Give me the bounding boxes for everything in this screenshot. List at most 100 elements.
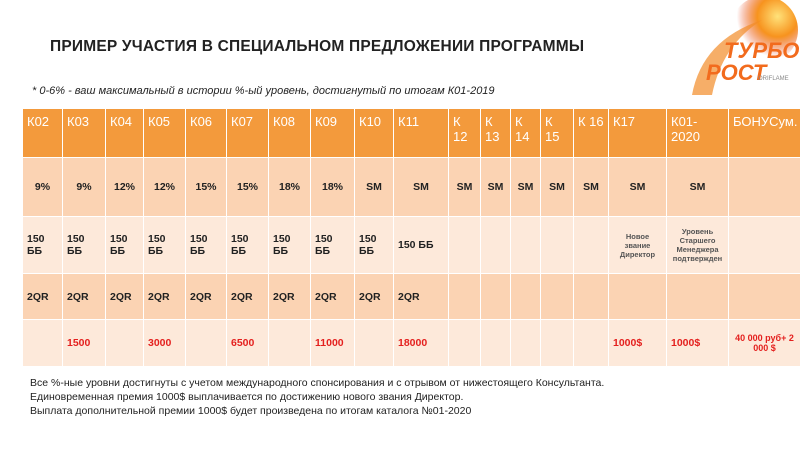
header-cell: К 14 bbox=[510, 108, 541, 158]
table-cell: SM bbox=[510, 157, 541, 217]
footer-line: Единовременная премия 1000$ выплачиваетс… bbox=[30, 391, 464, 403]
table-cell: SM bbox=[393, 157, 449, 217]
table-cell: 150 ББ bbox=[393, 216, 449, 274]
header-cell: К08 bbox=[268, 108, 311, 158]
table-cell bbox=[728, 216, 800, 274]
table-cell: 2QR bbox=[143, 273, 186, 320]
table-cell: 9% bbox=[62, 157, 106, 217]
header-cell: К07 bbox=[226, 108, 269, 158]
table-row: 1500 3000 6500 11000 18000 1000$ 1000$ 40 000 р… bbox=[22, 319, 800, 367]
table-cell bbox=[354, 319, 394, 367]
table-cell: 150 ББ bbox=[310, 216, 355, 274]
table-cell: 15% bbox=[185, 157, 227, 217]
table-cell: 150 ББ bbox=[268, 216, 311, 274]
table-cell bbox=[666, 273, 729, 320]
table-cell: SM bbox=[573, 157, 609, 217]
table-cell: Новое звание Директор bbox=[608, 216, 667, 274]
table-cell: 1500 bbox=[62, 319, 106, 367]
table-cell: 6500 bbox=[226, 319, 269, 367]
table-cell bbox=[105, 319, 144, 367]
table-cell bbox=[728, 273, 800, 320]
footer-line: Все %-ные уровни достигнуты с учетом меж… bbox=[30, 377, 605, 389]
table-cell bbox=[573, 216, 609, 274]
table-cell: 12% bbox=[105, 157, 144, 217]
table-cell: SM bbox=[480, 157, 511, 217]
table-cell: SM bbox=[354, 157, 394, 217]
header-cell: К17 bbox=[608, 108, 667, 158]
table-cell: 2QR bbox=[393, 273, 449, 320]
table-cell: 40 000 руб+ 2 000 $ bbox=[728, 319, 800, 367]
table-cell: 2QR bbox=[62, 273, 106, 320]
table-cell: SM bbox=[666, 157, 729, 217]
table-cell: 150 ББ bbox=[354, 216, 394, 274]
table-row: 150 ББ 150 ББ 150 ББ 150 ББ 150 ББ 150 ББ 150 … bbox=[22, 216, 800, 274]
table-cell: 2QR bbox=[22, 273, 63, 320]
table-cell bbox=[185, 319, 227, 367]
logo-brand: ORIFLAME bbox=[758, 76, 789, 82]
table-cell bbox=[268, 319, 311, 367]
table-cell: 2QR bbox=[185, 273, 227, 320]
table-cell: 12% bbox=[143, 157, 186, 217]
table-cell: 3000 bbox=[143, 319, 186, 367]
header-cell: К09 bbox=[310, 108, 355, 158]
header-cell: К06 bbox=[185, 108, 227, 158]
table-cell: 2QR bbox=[268, 273, 311, 320]
table-cell: 18000 bbox=[393, 319, 449, 367]
table-cell: 150 ББ bbox=[185, 216, 227, 274]
header-cell: К 15 bbox=[540, 108, 574, 158]
table-cell bbox=[540, 319, 574, 367]
header-cell: К01-2020 bbox=[666, 108, 729, 158]
table-cell: 1000$ bbox=[608, 319, 667, 367]
table-cell: 2QR bbox=[105, 273, 144, 320]
table-cell: 150 ББ bbox=[62, 216, 106, 274]
logo-flame bbox=[730, 0, 798, 64]
table-cell: Уровень Старшего Менеджера подтвержден bbox=[666, 216, 729, 274]
note: * 0-6% - ваш максимальный в истории %-ый… bbox=[32, 85, 495, 97]
table-cell bbox=[22, 319, 63, 367]
table-cell: 150 ББ bbox=[143, 216, 186, 274]
header-cell: К02 bbox=[22, 108, 63, 158]
table-cell bbox=[540, 273, 574, 320]
table-cell bbox=[540, 216, 574, 274]
table-row: 9% 9% 12% 12% 15% 15% 18% 18% SM SM SM SM SM SM SM SM SM bbox=[22, 157, 800, 217]
table-cell bbox=[608, 273, 667, 320]
table-row: 2QR 2QR 2QR 2QR 2QR 2QR 2QR 2QR 2QR 2QR bbox=[22, 273, 800, 320]
table-cell bbox=[728, 157, 800, 217]
header-row: К02 К03 К04 К05 К06 К07 К08 К09 К10 К11 К 12 К 13 К … bbox=[22, 108, 800, 158]
table: К02 К03 К04 К05 К06 К07 К08 К09 К10 К11 К 12 К 13 К … bbox=[22, 108, 800, 367]
header-cell: БОНУСум. bbox=[728, 108, 800, 158]
header-cell: К 12 bbox=[448, 108, 481, 158]
header-cell: К 16 bbox=[573, 108, 609, 158]
footer: Все %-ные уровни достигнуты с учетом меж… bbox=[30, 376, 604, 418]
slide-title: ПРИМЕР УЧАСТИЯ В СПЕЦИАЛЬНОМ ПРЕДЛОЖЕНИИ… bbox=[50, 38, 585, 55]
table-cell bbox=[480, 319, 511, 367]
table-cell: 11000 bbox=[310, 319, 355, 367]
header-cell: К05 bbox=[143, 108, 186, 158]
footer-line: Выплата дополнительной премии 1000$ буде… bbox=[30, 405, 472, 417]
table-cell: 150 ББ bbox=[22, 216, 63, 274]
table-cell bbox=[573, 273, 609, 320]
table-cell bbox=[480, 216, 511, 274]
table-cell bbox=[480, 273, 511, 320]
table-cell bbox=[510, 216, 541, 274]
table-cell: SM bbox=[608, 157, 667, 217]
table-cell: 2QR bbox=[226, 273, 269, 320]
table-cell: 150 ББ bbox=[105, 216, 144, 274]
table-cell: 9% bbox=[22, 157, 63, 217]
table-cell: 15% bbox=[226, 157, 269, 217]
logo-word: ТУРБО bbox=[724, 38, 799, 63]
header-cell: К 13 bbox=[480, 108, 511, 158]
logo-word: РОСТ bbox=[706, 60, 768, 85]
table-cell bbox=[448, 273, 481, 320]
header-cell: К10 bbox=[354, 108, 394, 158]
table-cell: 18% bbox=[268, 157, 311, 217]
table-cell: 2QR bbox=[354, 273, 394, 320]
table-cell bbox=[573, 319, 609, 367]
header-cell: К03 bbox=[62, 108, 106, 158]
table-cell: 18% bbox=[310, 157, 355, 217]
table-cell: SM bbox=[448, 157, 481, 217]
table-cell bbox=[448, 319, 481, 367]
table-cell: SM bbox=[540, 157, 574, 217]
table-cell bbox=[510, 273, 541, 320]
